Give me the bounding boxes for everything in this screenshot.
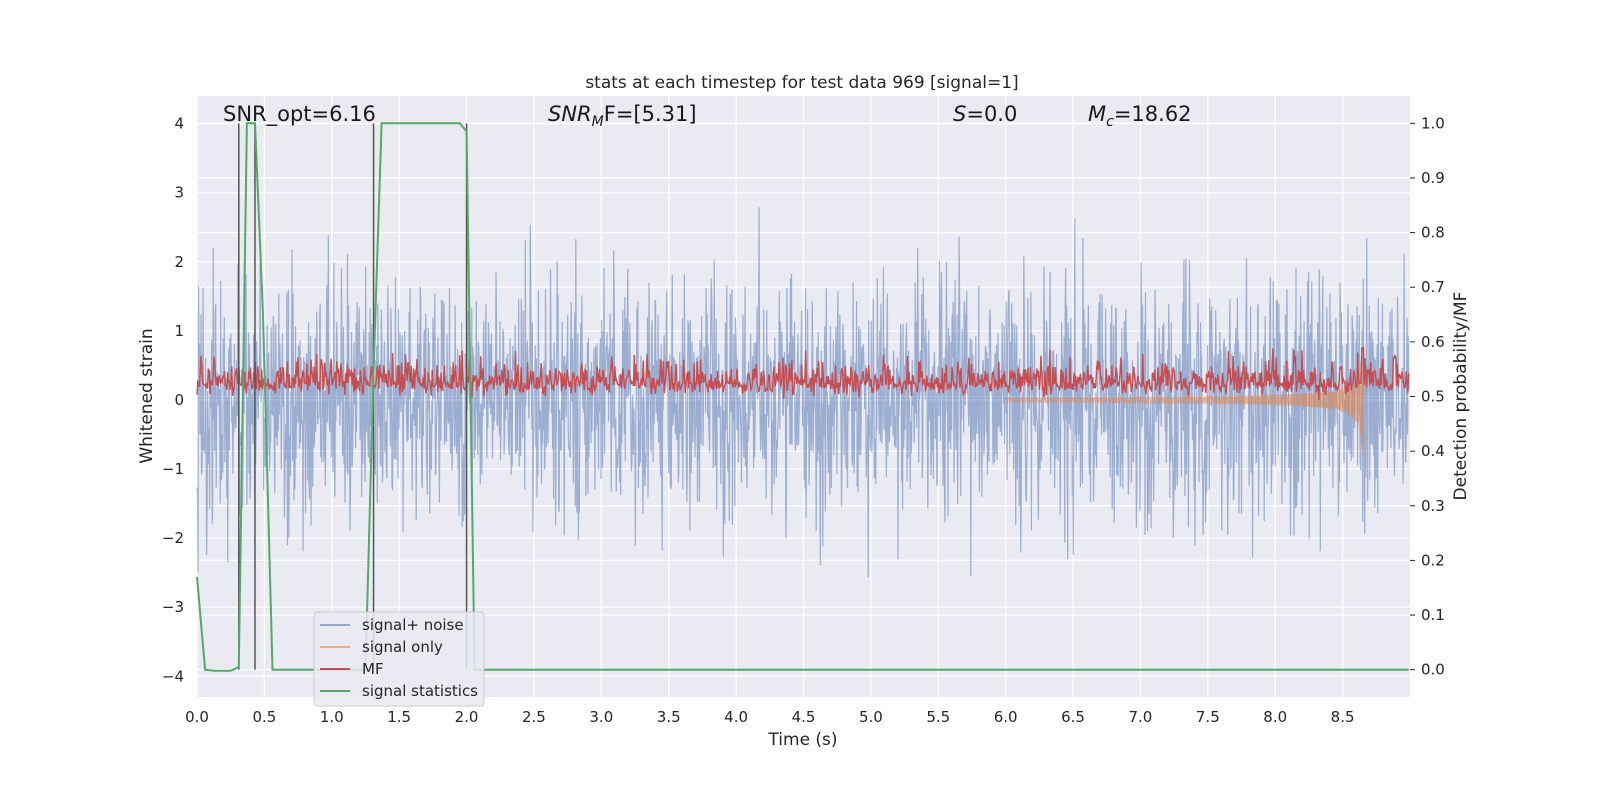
y2-tick-label: 0.4: [1421, 442, 1445, 460]
annotation-mc-symbol: M: [1088, 102, 1106, 126]
y-tick-label: 1: [174, 322, 184, 340]
annotation-snr-mf: SNRMF=[5.31]: [548, 102, 697, 130]
series-signal-plus-noise: [196, 207, 1410, 578]
annotation-s-value: =0.0: [966, 102, 1017, 126]
series-signal-statistics: [196, 122, 1409, 672]
x-tick-label: 4.0: [724, 708, 748, 726]
y2-tick-label: 0.6: [1421, 333, 1445, 351]
x-tick-label: 4.5: [792, 708, 816, 726]
annotation-snr-opt: SNR_opt=6.16: [223, 102, 376, 127]
legend-label-signal-statistics: signal statistics: [362, 682, 478, 700]
annotation-mc-value: =18.62: [1114, 102, 1192, 126]
x-tick-label: 8.5: [1331, 708, 1355, 726]
y2-tick-label: 1.0: [1421, 114, 1445, 132]
y-axis-ticks: 4 3 2 1 0 −1 −2 −3 −4: [162, 115, 184, 686]
y-tick-label: 4: [174, 115, 184, 133]
x-tick-label: 1.0: [320, 708, 344, 726]
x-tick-label: 0.0: [185, 708, 209, 726]
legend-label-signal-only: signal only: [362, 638, 443, 656]
y-tick-label: −4: [162, 667, 184, 685]
annotation-s: S=0.0: [953, 102, 1017, 126]
y2-tick-label: 0.7: [1421, 278, 1445, 296]
legend-label-mf: MF: [362, 660, 384, 678]
x-axis-label: Time (s): [767, 730, 837, 750]
annotation-snr-mf-symbol: SNR: [548, 102, 592, 126]
y-tick-label: −1: [162, 460, 184, 478]
y-tick-label: 3: [174, 184, 184, 202]
x-tick-label: 2.5: [522, 708, 546, 726]
y2-tick-label: 0.0: [1421, 661, 1445, 679]
y-tick-label: 0: [174, 391, 184, 409]
chart-title: stats at each timestep for test data 969…: [585, 73, 1018, 93]
signal-statistics-line: [196, 122, 1409, 672]
x-tick-label: 6.5: [1061, 708, 1085, 726]
x-tick-label: 6.0: [994, 708, 1018, 726]
y2-tick-label: 0.9: [1421, 169, 1445, 187]
signal-only-line: [1005, 346, 1366, 456]
x-tick-label: 2.0: [455, 708, 479, 726]
legend: signal+ noise signal only MF signal stat…: [313, 611, 485, 707]
series-mf: [196, 347, 1410, 401]
x-tick-label: 3.0: [589, 708, 613, 726]
annotation-mc: Mc=18.62: [1088, 102, 1192, 130]
x-tick-label: 7.5: [1196, 708, 1220, 726]
legend-box: [313, 611, 485, 707]
y-axis-label: Whitened strain: [137, 328, 157, 463]
annotation-snr-mf-value: F=[5.31]: [604, 102, 697, 126]
x-tick-label: 5.5: [926, 708, 950, 726]
y-tick-label: −3: [162, 598, 184, 616]
y-tick-label: 2: [174, 253, 184, 271]
mf-line: [196, 347, 1410, 401]
y2-axis-ticks: 1.0 0.9 0.8 0.7 0.6 0.5 0.4 0.3 0.2 0.1 0.0: [1410, 114, 1445, 679]
x-tick-label: 8.0: [1263, 708, 1287, 726]
x-tick-label: 1.5: [387, 708, 411, 726]
x-tick-label: 5.0: [859, 708, 883, 726]
signal-plus-noise-line: [196, 207, 1410, 578]
x-tick-label: 0.5: [252, 708, 276, 726]
x-axis-ticks: 0.0 0.5 1.0 1.5 2.0 2.5 3.0 3.5 4.0 4.5 5.0 5.5 6.0 6…: [185, 708, 1354, 726]
y2-tick-label: 0.3: [1421, 497, 1445, 515]
annotation-s-symbol: S: [953, 102, 966, 126]
series-signal-only: [1005, 346, 1366, 456]
y2-tick-label: 0.8: [1421, 224, 1445, 242]
y2-tick-label: 0.5: [1421, 388, 1445, 406]
y2-axis-label: Detection probability/MF: [1451, 292, 1471, 501]
legend-label-signal-plus-noise: signal+ noise: [362, 616, 464, 634]
x-tick-label: 7.0: [1129, 708, 1153, 726]
y2-tick-label: 0.1: [1421, 606, 1445, 624]
annotation-snr-mf-subscript: M: [592, 114, 604, 130]
y-tick-label: −2: [162, 529, 184, 547]
x-tick-label: 3.5: [657, 708, 681, 726]
annotation-mc-subscript: c: [1106, 114, 1114, 130]
y2-tick-label: 0.2: [1421, 551, 1445, 569]
